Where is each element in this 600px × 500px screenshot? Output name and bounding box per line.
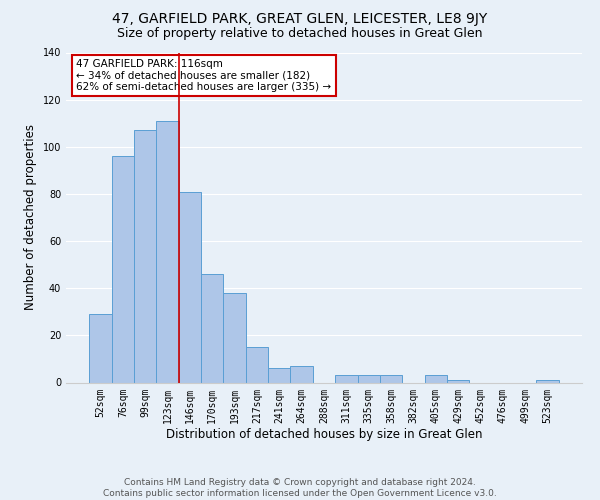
Bar: [268, 368, 290, 382]
Bar: [112, 156, 134, 382]
Text: Contains HM Land Registry data © Crown copyright and database right 2024.
Contai: Contains HM Land Registry data © Crown c…: [103, 478, 497, 498]
Bar: [246, 347, 268, 382]
Bar: [157, 121, 179, 382]
Y-axis label: Number of detached properties: Number of detached properties: [24, 124, 37, 310]
Text: Size of property relative to detached houses in Great Glen: Size of property relative to detached ho…: [117, 28, 483, 40]
X-axis label: Distribution of detached houses by size in Great Glen: Distribution of detached houses by size …: [166, 428, 482, 441]
Bar: [358, 376, 380, 382]
Bar: [134, 130, 157, 382]
Bar: [89, 314, 112, 382]
Bar: [425, 376, 447, 382]
Text: 47, GARFIELD PARK, GREAT GLEN, LEICESTER, LE8 9JY: 47, GARFIELD PARK, GREAT GLEN, LEICESTER…: [112, 12, 488, 26]
Text: 47 GARFIELD PARK: 116sqm
← 34% of detached houses are smaller (182)
62% of semi-: 47 GARFIELD PARK: 116sqm ← 34% of detach…: [76, 59, 331, 92]
Bar: [335, 376, 358, 382]
Bar: [223, 293, 246, 382]
Bar: [201, 274, 223, 382]
Bar: [447, 380, 469, 382]
Bar: [380, 376, 402, 382]
Bar: [536, 380, 559, 382]
Bar: [179, 192, 201, 382]
Bar: [290, 366, 313, 382]
